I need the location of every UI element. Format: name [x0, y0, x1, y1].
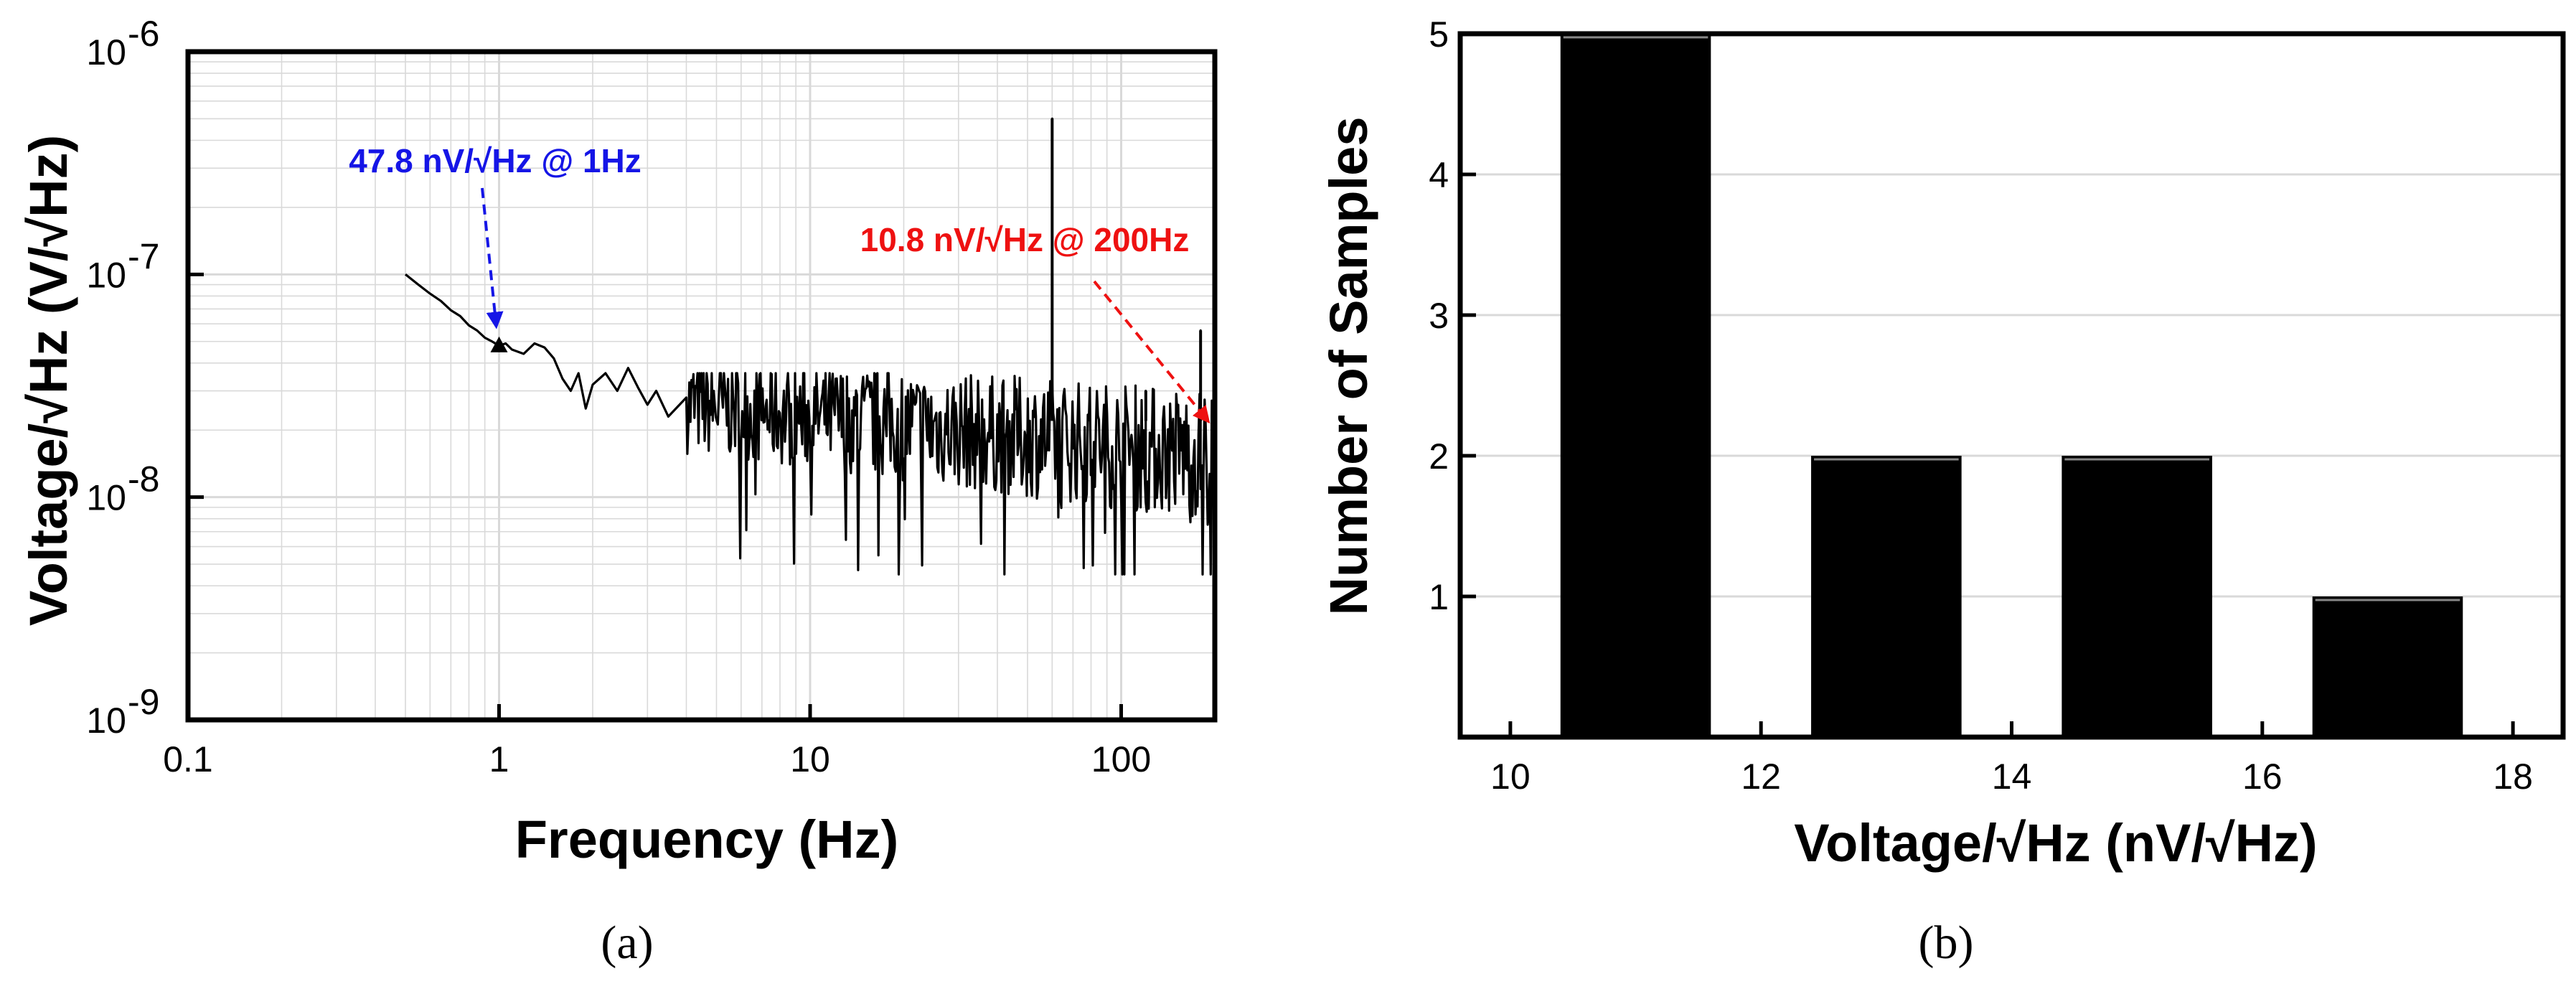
histogram-bar: [2312, 596, 2463, 737]
chart-b-x-tick-label: 10: [1490, 756, 1531, 797]
annotation-200hz: 10.8 nV/√Hz @ 200Hz: [860, 221, 1190, 258]
chart-b-x-tick-label: 16: [2242, 756, 2283, 797]
chart-b-x-tick-label: 12: [1741, 756, 1781, 797]
chart-a-y-tick-label: 10: [86, 700, 126, 741]
chart-b-y-tick-label: 2: [1429, 436, 1449, 477]
chart-a-x-tick-label: 0.1: [163, 739, 213, 779]
chart-a-y-tick-exponent: -9: [128, 682, 159, 722]
chart-a-x-tick-label: 1: [489, 739, 509, 779]
chart-a-y-axis-label: Voltage/√Hz (V/√Hz): [19, 135, 78, 626]
chart-a-x-tick-label: 100: [1091, 739, 1151, 779]
histogram-bar: [1560, 34, 1711, 737]
chart-a-y-tick-label: 10: [86, 255, 126, 295]
histogram-bar: [1811, 456, 1962, 737]
chart-a-y-tick-exponent: -8: [128, 459, 159, 500]
chart-a-y-tick-exponent: -7: [128, 236, 159, 276]
chart-b-bars: [1560, 34, 2463, 737]
chart-a-y-tick-label: 10: [86, 478, 126, 518]
annotation-1hz: 47.8 nV/√Hz @ 1Hz: [349, 142, 641, 179]
chart-b-y-tick-label: 4: [1429, 155, 1449, 195]
chart-a-annotations: 47.8 nV/√Hz @ 1Hz 10.8 nV/√Hz @ 200Hz: [349, 142, 1211, 424]
chart-a-y-tick-exponent: -6: [128, 14, 159, 54]
chart-a-grid: [187, 52, 1216, 721]
chart-b-y-tick-label: 5: [1429, 14, 1449, 55]
chart-a-noise-trace: [405, 117, 1216, 576]
chart-b-y-tick-label: 3: [1429, 296, 1449, 336]
chart-b-x-tick-label: 14: [1992, 756, 2032, 797]
chart-b-y-tick-label: 1: [1429, 577, 1449, 617]
panel-label-b: (b): [1919, 917, 1974, 969]
chart-b-x-tick-label: 18: [2493, 756, 2533, 797]
annotation-200hz-arrow: [1093, 280, 1211, 424]
annotation-1hz-arrow: [481, 187, 504, 329]
chart-a-point-marker: [490, 336, 508, 352]
chart-a-y-tick-label: 10: [86, 32, 126, 72]
chart-b-y-axis-label: Number of Samples: [1319, 117, 1378, 616]
chart-a-x-axis-label: Frequency (Hz): [515, 810, 899, 869]
chart-a-x-tick-label: 10: [790, 739, 830, 779]
chart-a-plot-frame: [185, 49, 1218, 723]
histogram-bar: [2062, 456, 2212, 737]
panel-label-a: (a): [601, 917, 653, 969]
chart-b-x-axis-label: Voltage/√Hz (nV/√Hz): [1794, 813, 2317, 873]
